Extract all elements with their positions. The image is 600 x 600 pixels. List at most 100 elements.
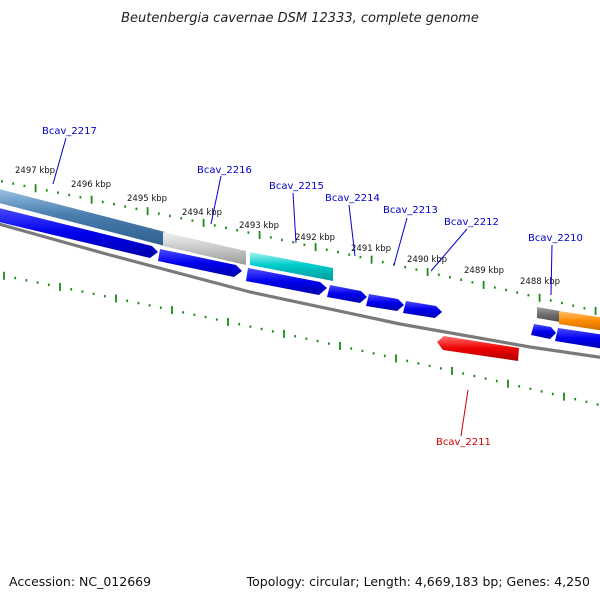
- minor-tick: [415, 268, 418, 271]
- kbp-label: 2495 kbp: [127, 194, 167, 204]
- major-tick: [171, 306, 173, 315]
- cds-arrow: [327, 285, 367, 303]
- minor-tick: [70, 288, 73, 291]
- major-tick: [538, 293, 541, 302]
- minor-tick: [406, 359, 409, 363]
- kbp-label: 2488 kbp: [520, 277, 560, 287]
- leader-line: [210, 175, 222, 225]
- leader-line: [550, 244, 553, 296]
- major-tick: [227, 317, 229, 326]
- feature-silver-band: [163, 232, 246, 265]
- gene-label-bcav-2213[interactable]: Bcav_2213: [383, 205, 438, 216]
- kbp-label: 2497 kbp: [15, 166, 55, 176]
- minor-tick: [551, 392, 554, 396]
- minor-tick: [247, 231, 250, 234]
- cds-arrow: [0, 208, 158, 258]
- gene-label-bcav-2215[interactable]: Bcav_2215: [269, 181, 324, 192]
- minor-tick: [260, 327, 263, 331]
- minor-tick: [527, 294, 530, 297]
- gene-labels: Bcav_2217 Bcav_2216 Bcav_2215 Bcav_2214 …: [42, 126, 583, 448]
- major-tick: [314, 243, 317, 252]
- minor-tick: [45, 189, 48, 192]
- minor-tick: [249, 325, 252, 328]
- cds-arrow: [555, 328, 600, 349]
- minor-tick: [305, 337, 308, 340]
- major-tick: [3, 271, 5, 280]
- minor-tick: [327, 342, 330, 345]
- minor-tick: [518, 385, 521, 388]
- genome-backbone: [0, 222, 600, 359]
- cds-arrow: [531, 324, 556, 339]
- minor-tick: [79, 196, 82, 199]
- minor-tick: [68, 193, 71, 197]
- minor-tick: [213, 224, 216, 227]
- minor-tick: [269, 236, 272, 239]
- minor-tick: [325, 248, 328, 251]
- minor-tick: [372, 352, 375, 355]
- minor-tick: [381, 260, 384, 264]
- minor-tick: [549, 299, 552, 302]
- kbp-label: 2492 kbp: [295, 233, 335, 243]
- minor-tick: [191, 219, 194, 222]
- gene-label-bcav-2210[interactable]: Bcav_2210: [528, 233, 583, 244]
- minor-tick: [460, 278, 463, 281]
- major-tick: [59, 283, 61, 291]
- gene-label-bcav-2214[interactable]: Bcav_2214: [325, 193, 380, 204]
- minor-tick: [428, 364, 431, 368]
- gene-label-bcav-2211[interactable]: Bcav_2211: [436, 437, 491, 448]
- gene-label-bcav-2216[interactable]: Bcav_2216: [197, 165, 252, 176]
- minor-tick: [1, 180, 3, 183]
- minor-tick: [14, 276, 17, 280]
- minor-tick: [12, 182, 15, 185]
- minor-tick: [361, 349, 364, 353]
- minor-tick: [124, 205, 127, 208]
- leader-line: [460, 389, 469, 437]
- minor-tick: [462, 372, 465, 375]
- cds-arrow: [246, 268, 327, 295]
- minor-tick: [25, 279, 28, 282]
- major-tick: [258, 231, 261, 239]
- minor-tick: [574, 398, 577, 401]
- minor-tick: [505, 288, 507, 292]
- minor-tick: [148, 304, 151, 307]
- kbp-labels: 2497 kbp 2496 kbp 2495 kbp 2494 kbp 2493…: [15, 166, 560, 287]
- cds-arrow: [158, 249, 242, 277]
- minor-tick: [585, 400, 588, 403]
- minor-tick: [57, 191, 59, 194]
- leader-line: [348, 204, 356, 257]
- minor-tick: [81, 290, 84, 293]
- feature-orange-band: [559, 311, 600, 331]
- minor-tick: [281, 238, 283, 242]
- minor-tick: [159, 306, 162, 309]
- minor-tick: [348, 253, 351, 256]
- major-tick: [395, 354, 397, 363]
- minor-tick: [113, 203, 115, 206]
- major-tick: [370, 255, 373, 264]
- minor-tick: [495, 379, 498, 383]
- minor-tick: [404, 265, 407, 269]
- minor-tick: [561, 301, 563, 305]
- major-tick: [90, 195, 93, 204]
- gene-label-bcav-2212[interactable]: Bcav_2212: [444, 217, 499, 228]
- feature-track-outer: [0, 189, 600, 331]
- map-title: Beutenbergia cavernae DSM 12333, complet…: [121, 11, 479, 26]
- minor-tick: [204, 315, 207, 319]
- minor-tick: [103, 295, 106, 298]
- genome-summary: Topology: circular; Length: 4,669,183 bp…: [246, 574, 590, 589]
- cds-arrow: [366, 294, 404, 311]
- minor-tick: [359, 255, 362, 259]
- kbp-label: 2493 kbp: [239, 221, 279, 231]
- gene-label-bcav-2217[interactable]: Bcav_2217: [42, 126, 97, 137]
- minor-tick: [92, 292, 95, 296]
- minor-tick: [596, 403, 599, 406]
- kbp-label: 2494 kbp: [182, 208, 222, 218]
- minor-tick: [180, 217, 183, 220]
- minor-tick: [36, 281, 39, 284]
- minor-tick: [238, 323, 241, 326]
- major-tick: [202, 219, 205, 227]
- inner-scale-ticks: [3, 271, 599, 406]
- minor-tick: [23, 184, 26, 188]
- minor-tick: [471, 281, 474, 284]
- minor-tick: [215, 318, 218, 321]
